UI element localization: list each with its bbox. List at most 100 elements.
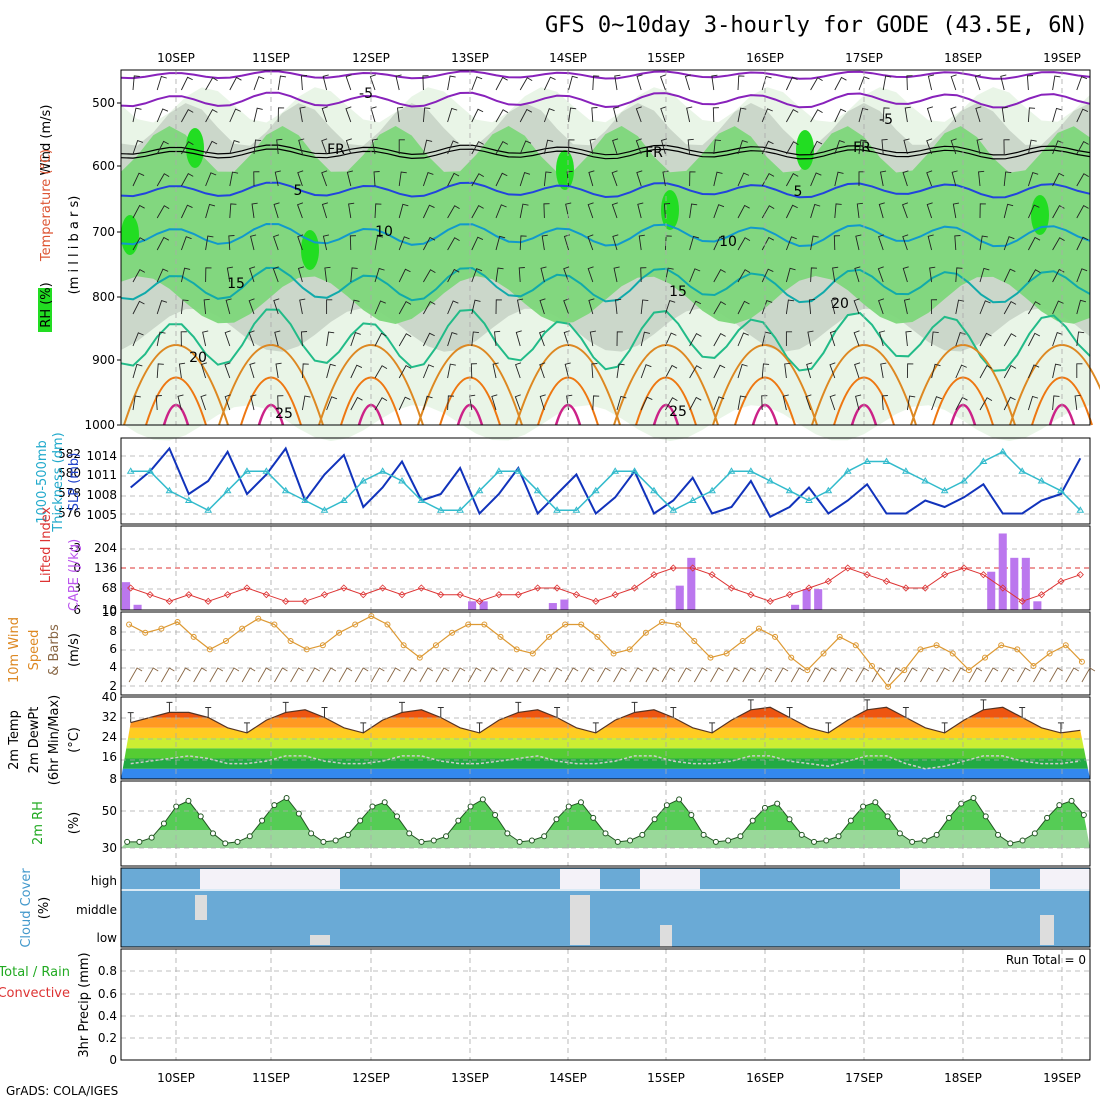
wind-speed-marker xyxy=(287,638,294,645)
precip-tick: 0.2 xyxy=(98,1031,117,1045)
wind-barb xyxy=(737,107,747,123)
wind-speed-marker xyxy=(239,625,246,632)
wind-barb xyxy=(902,170,909,187)
pressure-tick: 700 xyxy=(92,225,115,239)
wind-barb xyxy=(931,396,942,411)
date-top-label: 18SEP xyxy=(944,51,982,65)
wind-tick: 4 xyxy=(109,660,117,674)
wind-barb xyxy=(905,330,912,347)
cape-bar xyxy=(814,589,823,610)
rh-marker xyxy=(945,814,952,821)
thickness-marker xyxy=(223,486,232,494)
wind-tick: 2 xyxy=(109,679,117,693)
lifted-index-marker xyxy=(1076,571,1084,579)
wind-barb xyxy=(1052,300,1064,315)
rh-frame xyxy=(120,780,1091,867)
wind-barb xyxy=(156,205,170,219)
thickness-marker xyxy=(146,467,154,474)
rh-marker xyxy=(1019,837,1026,844)
wind-barb xyxy=(853,330,860,347)
wind-barb xyxy=(903,138,910,155)
rh-marker xyxy=(847,817,854,824)
thickness-tick: 580 xyxy=(58,466,81,480)
wind-barb xyxy=(592,395,600,411)
rh-marker xyxy=(811,838,818,845)
wind-barb xyxy=(611,202,618,219)
wind-barb xyxy=(950,74,957,91)
thickness-marker xyxy=(281,486,290,494)
contour-minus10 xyxy=(120,70,1091,80)
rh-marker xyxy=(553,816,560,823)
wind-tick: 8 xyxy=(109,624,117,638)
wind-barb xyxy=(587,266,594,283)
rh-area-mid xyxy=(121,830,1090,848)
wind-barb xyxy=(374,332,387,347)
wind-barb-10m xyxy=(677,667,692,683)
wind-barb xyxy=(785,236,797,251)
rh-marker xyxy=(590,814,597,821)
cloud-cover-panel: high middle low xyxy=(76,867,1091,948)
wind-speed-marker xyxy=(255,615,262,622)
wind-barb-10m xyxy=(1016,667,1031,683)
wind-barb xyxy=(180,236,192,251)
wind-speed-marker xyxy=(529,650,536,657)
label-barbs: & Barbs xyxy=(47,624,62,676)
lifted-tick: 0 xyxy=(73,561,81,575)
rh-marker xyxy=(406,830,413,837)
rh-marker xyxy=(455,817,462,824)
wind-barb xyxy=(495,141,509,155)
wind-barb xyxy=(711,74,718,91)
wind-barb xyxy=(447,300,459,315)
wind-barb xyxy=(976,138,983,155)
wind-speed-marker xyxy=(949,650,956,657)
rh-marker xyxy=(688,812,695,818)
wind-barb xyxy=(543,139,554,155)
wind-barb xyxy=(611,170,618,187)
wind-barb-10m xyxy=(645,667,660,683)
wind-barb xyxy=(471,76,483,91)
wind-barb xyxy=(785,76,798,91)
slp-tick: 1008 xyxy=(86,488,117,502)
wind-barb xyxy=(471,108,484,123)
wind-barb xyxy=(398,396,411,411)
rh-max-spot xyxy=(121,215,139,255)
wind-barb xyxy=(879,170,887,187)
wind-barb xyxy=(810,203,821,219)
wind-barb-10m xyxy=(597,667,611,683)
rh-marker xyxy=(418,838,425,845)
wind-barb xyxy=(568,75,578,91)
minmax-whisker xyxy=(709,722,716,733)
wind-barb xyxy=(737,269,751,283)
rh-marker xyxy=(344,831,351,838)
wind-barb-10m xyxy=(952,667,966,683)
rh-marker xyxy=(872,799,879,806)
rh-marker xyxy=(222,840,229,847)
thickness-line xyxy=(130,450,1081,512)
rh-marker xyxy=(1080,812,1087,818)
lifted-index-marker xyxy=(437,591,445,599)
wind-speed-marker xyxy=(659,618,666,625)
rh-marker xyxy=(602,830,609,837)
cape-bar xyxy=(1033,601,1042,610)
thickness-marker xyxy=(611,467,620,474)
wind-barb-10m xyxy=(1033,667,1047,683)
wind-barb xyxy=(1003,396,1016,411)
wind-barb xyxy=(568,139,575,155)
lifted-index-marker xyxy=(204,597,212,605)
wind-barb xyxy=(274,170,281,187)
label-cape: CAPE (J/kg) xyxy=(67,539,82,611)
wind-speed-marker xyxy=(368,613,375,620)
wind-barb xyxy=(225,298,232,315)
temp-tick: 24 xyxy=(102,730,117,744)
wind-barb xyxy=(660,138,668,155)
wind-barb xyxy=(495,299,502,315)
wind-barb xyxy=(660,106,667,123)
wind-speed-marker xyxy=(562,621,569,628)
wind-barb xyxy=(951,170,958,187)
thickness-marker xyxy=(746,467,755,474)
minmax-whisker xyxy=(1019,707,1026,718)
wind-barb xyxy=(979,300,991,315)
rh-marker xyxy=(774,800,781,807)
wind-barb-10m xyxy=(306,667,320,683)
wind-barb xyxy=(565,202,572,219)
